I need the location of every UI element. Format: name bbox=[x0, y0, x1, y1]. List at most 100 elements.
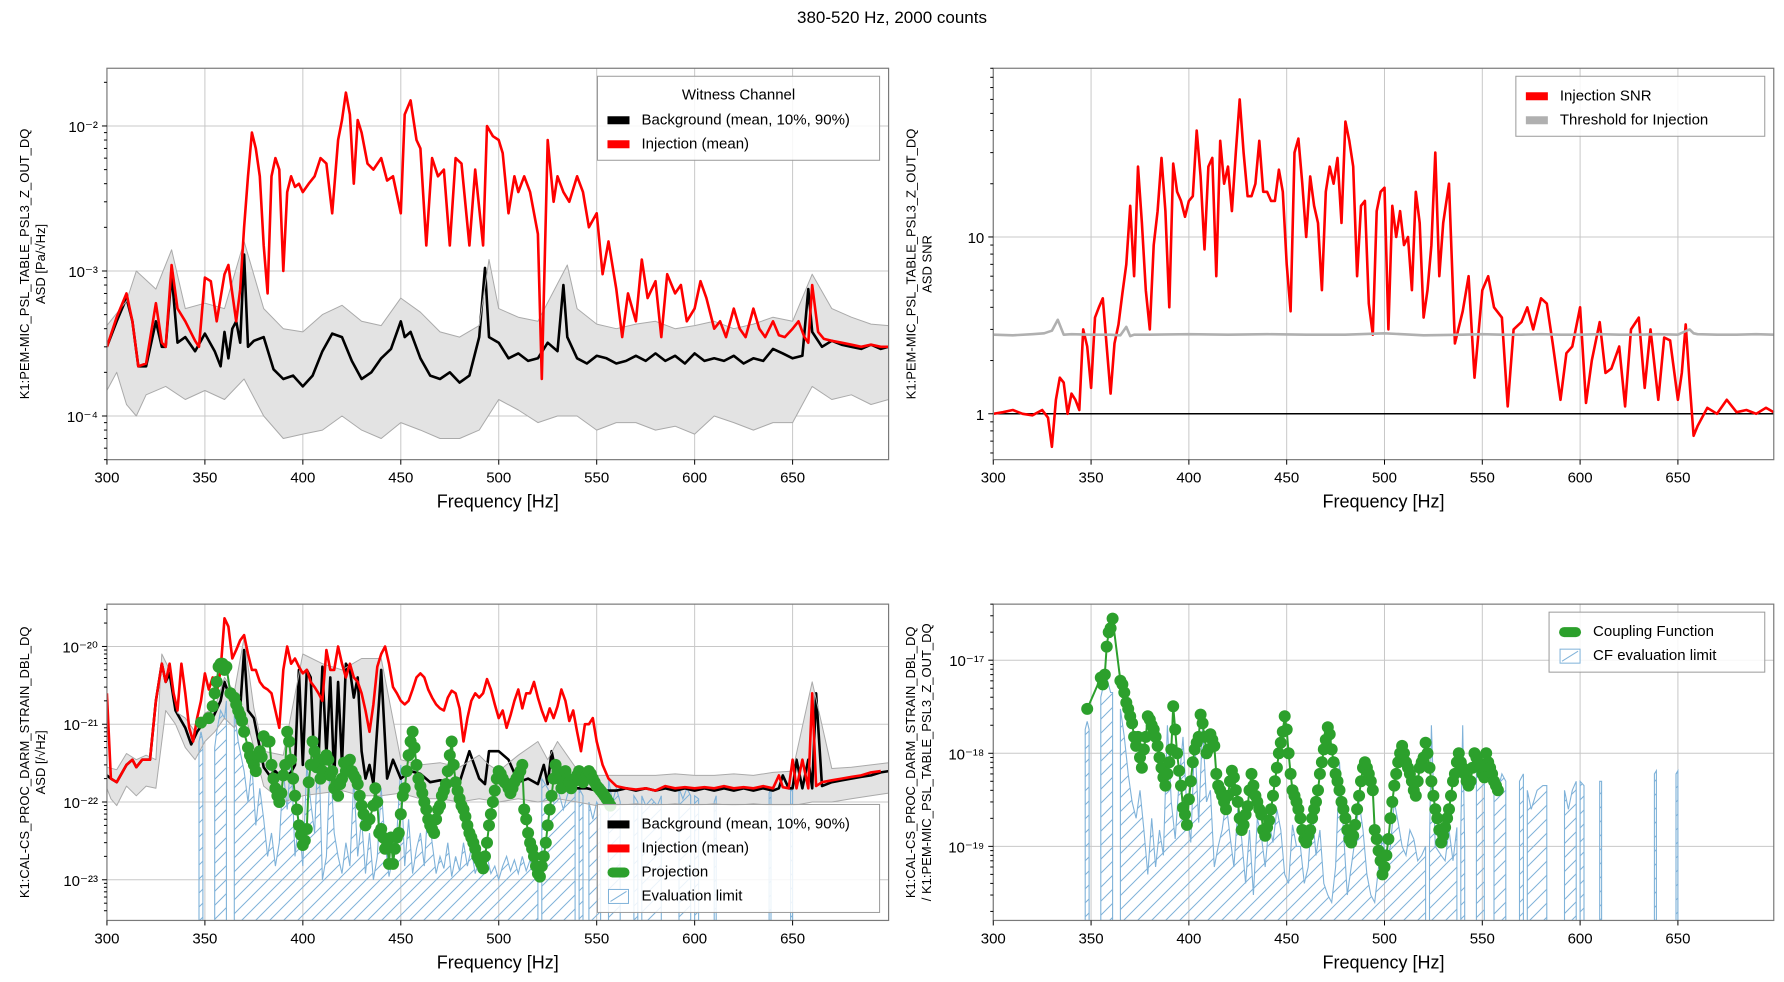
data-point bbox=[1098, 668, 1111, 681]
y-axis: 10⁻⁴ 10⁻³ 10⁻² K1:PEM-MIC_PSL_TABLE_PSL3_Z_… bbox=[17, 81, 107, 461]
data-point bbox=[1179, 808, 1191, 821]
legend-label: Coupling Function bbox=[1593, 623, 1714, 640]
x-axis-label: Frequency [Hz] bbox=[1322, 952, 1444, 972]
data-point bbox=[291, 803, 303, 816]
data-point bbox=[1227, 771, 1240, 784]
data-point bbox=[522, 827, 535, 839]
x-tick-label: 300 bbox=[981, 930, 1006, 947]
x-axis: 300 350 400 450 500 550 600 650 Frequency [Hz] bbox=[981, 459, 1690, 512]
background-band bbox=[107, 241, 889, 439]
data-point bbox=[1310, 795, 1322, 808]
data-point bbox=[392, 827, 405, 839]
y-tick-label: 10⁻² bbox=[68, 119, 98, 136]
y-tick-label: 10⁻²² bbox=[63, 795, 98, 812]
data-point bbox=[371, 796, 384, 808]
series-projection bbox=[195, 0, 622, 883]
x-tick-label: 600 bbox=[1568, 930, 1593, 947]
data-point bbox=[410, 758, 423, 771]
data-point bbox=[1175, 779, 1187, 792]
data-point bbox=[1349, 818, 1362, 831]
figure-suptitle: 380-520 Hz, 2000 counts bbox=[797, 8, 987, 27]
evaluation-limit bbox=[1084, 675, 1679, 921]
y-axis: 10⁻¹⁹ 10⁻¹⁸ 10⁻¹⁷ K1:CAL-CS_PROC_DARM_STRAI… bbox=[903, 603, 994, 912]
y-tick-label: 1 bbox=[976, 407, 984, 424]
x-axis-label: Frequency [Hz] bbox=[437, 952, 559, 972]
x-tick-label: 300 bbox=[94, 470, 119, 487]
data-point bbox=[1421, 747, 1434, 760]
panel-coupling_function: 300 350 400 450 500 550 600 650 Frequency [Hz] 10… bbox=[903, 0, 1775, 972]
y-axis-label: K1:PEM-MIC_PSL_TABLE_PSL3_Z_OUT_DQ bbox=[17, 129, 32, 400]
data-point bbox=[1445, 789, 1457, 802]
legend-frame bbox=[596, 75, 881, 161]
data-point bbox=[275, 787, 288, 800]
data-point bbox=[1284, 767, 1297, 780]
data-point bbox=[1368, 824, 1381, 836]
legend-entry: Injection SNR bbox=[1525, 87, 1652, 104]
x-axis: 300 350 400 450 500 550 600 650 Frequency [Hz] bbox=[981, 920, 1690, 972]
legend-swatch bbox=[607, 820, 630, 829]
data-point bbox=[1237, 818, 1250, 831]
data-point bbox=[1294, 812, 1307, 825]
data-point bbox=[1245, 767, 1258, 780]
data-point bbox=[1419, 736, 1432, 749]
data-point bbox=[610, 0, 622, 6]
evaluation-limit-region bbox=[198, 731, 204, 921]
data-point bbox=[1443, 803, 1455, 816]
data-point bbox=[1159, 779, 1172, 792]
legend-swatch bbox=[607, 116, 630, 125]
series-threshold-for-injection bbox=[994, 318, 1774, 338]
x-tick-label: 400 bbox=[1176, 470, 1201, 487]
data-point bbox=[1292, 803, 1305, 816]
data-point bbox=[518, 803, 531, 816]
data-point bbox=[477, 862, 490, 875]
data-point bbox=[1126, 717, 1139, 730]
y-tick-label: 10⁻⁴ bbox=[67, 409, 98, 426]
evaluation-limit-region bbox=[541, 776, 576, 921]
data-point bbox=[537, 850, 550, 863]
data-point bbox=[208, 687, 221, 700]
data-point bbox=[351, 778, 364, 791]
series-coupling-function bbox=[1081, 0, 1506, 881]
x-tick-label: 500 bbox=[486, 470, 511, 487]
series-injection-mean-line bbox=[107, 617, 881, 792]
y-tick-label: 10⁻³ bbox=[68, 264, 98, 281]
legend-label: Injection (mean) bbox=[641, 839, 749, 856]
x-tick-label: 400 bbox=[290, 930, 315, 947]
data-point bbox=[1494, 0, 1506, 6]
y-axis-label: K1:CAL-CS_PROC_DARM_STRAIN_DBL_DQ bbox=[903, 626, 918, 898]
data-point bbox=[1208, 739, 1221, 752]
data-point bbox=[439, 778, 452, 791]
data-point bbox=[353, 789, 366, 802]
data-point bbox=[363, 813, 376, 826]
data-point bbox=[1268, 775, 1281, 788]
data-point bbox=[287, 772, 300, 785]
data-point bbox=[238, 725, 251, 738]
data-point bbox=[543, 803, 556, 816]
data-point bbox=[1427, 789, 1440, 802]
legend-label: Background (mean, 10%, 90%) bbox=[641, 111, 849, 128]
data-point bbox=[483, 819, 495, 832]
x-tick-label: 400 bbox=[290, 470, 315, 487]
data-point bbox=[343, 753, 356, 766]
x-tick-label: 300 bbox=[94, 930, 119, 947]
y-tick-label: 10⁻¹⁷ bbox=[949, 653, 984, 670]
series-background-mean bbox=[107, 648, 889, 792]
legend-label: Projection bbox=[641, 863, 708, 880]
data-point bbox=[1182, 793, 1195, 806]
legend-entry: Injection (mean) bbox=[607, 135, 749, 152]
data-point bbox=[1378, 861, 1391, 873]
y-axis: 1 10 K1:PEM-MIC_PSL_TABLE_PSL3_Z_OUT_DQ ASD… bbox=[903, 67, 994, 454]
legend-label: Evaluation limit bbox=[641, 887, 743, 904]
series-injection-mean bbox=[107, 617, 881, 792]
data-point bbox=[1382, 833, 1395, 845]
x-axis-label: Frequency [Hz] bbox=[437, 492, 559, 512]
x-tick-label: 650 bbox=[1665, 930, 1690, 947]
series-injection-snr bbox=[994, 98, 1775, 449]
x-tick-label: 400 bbox=[1176, 930, 1201, 947]
data-point bbox=[1135, 761, 1148, 774]
x-tick-label: 450 bbox=[1274, 930, 1299, 947]
data-point bbox=[445, 735, 458, 748]
y-axis-label: K1:CAL-CS_PROC_DARM_STRAIN_DBL_DQ bbox=[17, 626, 32, 898]
data-point bbox=[1151, 739, 1164, 752]
